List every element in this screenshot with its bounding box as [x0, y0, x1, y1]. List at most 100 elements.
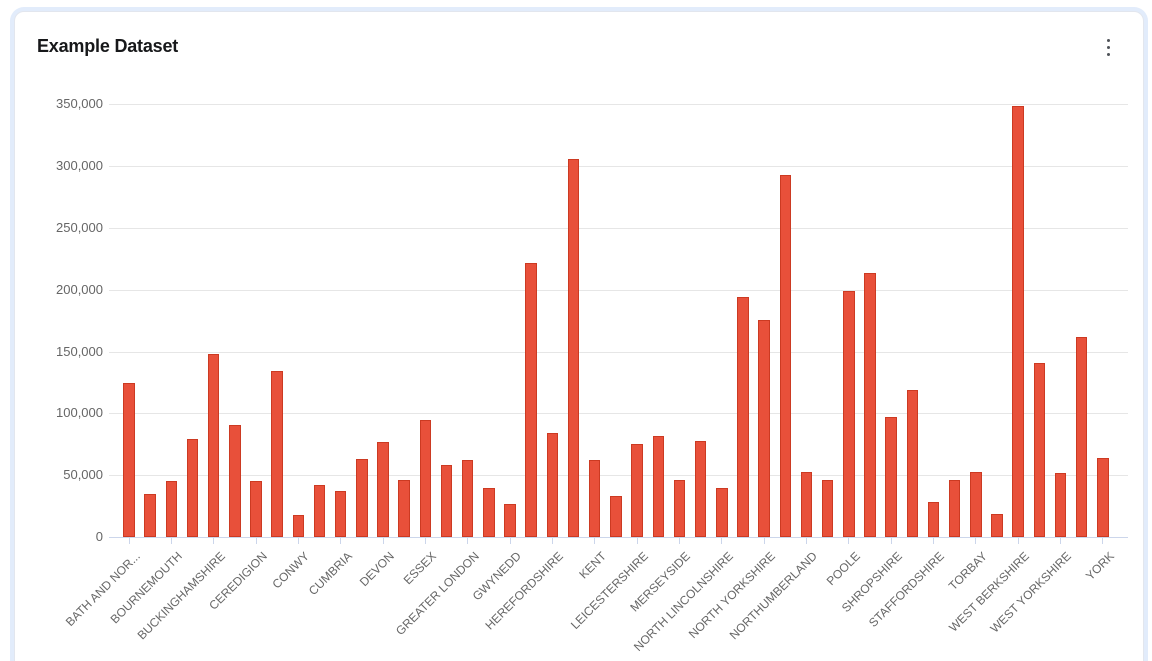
card-header: Example Dataset: [15, 12, 1143, 72]
x-axis-tick: [340, 538, 342, 544]
x-axis-category-label: CUMBRIA: [305, 549, 355, 599]
bar[interactable]: [123, 383, 135, 537]
bar[interactable]: [694, 441, 707, 537]
bar[interactable]: [885, 417, 897, 537]
chart-card: Example Dataset 0 50,000 100,000 150,000 200…: [14, 11, 1144, 661]
x-axis-category-label: WEST BERKSHIRE: [946, 549, 1033, 635]
x-axis-tick: [213, 538, 215, 544]
kebab-menu-icon[interactable]: [1097, 34, 1119, 60]
bar[interactable]: [610, 496, 622, 537]
bar[interactable]: [948, 480, 961, 537]
bar[interactable]: [440, 465, 453, 537]
y-axis-tick-label: 100,000: [56, 405, 103, 421]
bar[interactable]: [144, 494, 156, 537]
x-axis-tick: [1102, 538, 1104, 544]
x-axis-tick: [678, 538, 680, 544]
gridline: [109, 228, 1128, 230]
kebab-dot: [1106, 45, 1110, 49]
bar[interactable]: [737, 297, 749, 537]
x-axis-tick: [932, 538, 934, 544]
x-axis-tick: [509, 538, 511, 544]
bar[interactable]: [419, 420, 432, 537]
bar[interactable]: [779, 175, 792, 537]
x-axis-category-label: GREATER LONDON: [392, 549, 482, 638]
bar[interactable]: [186, 439, 199, 537]
x-axis-tick: [1017, 538, 1019, 544]
bar[interactable]: [398, 480, 410, 537]
bar[interactable]: [864, 273, 876, 537]
y-axis-tick-label: 250,000: [56, 220, 103, 236]
x-axis-tick: [594, 538, 596, 544]
y-axis-tick-label: 300,000: [56, 158, 103, 174]
x-axis-tick: [128, 538, 130, 544]
bar[interactable]: [927, 502, 940, 537]
x-axis-tick: [636, 538, 638, 544]
x-axis-tick: [805, 538, 807, 544]
y-axis-tick-label: 200,000: [56, 281, 103, 297]
x-axis-tick: [890, 538, 892, 544]
bar[interactable]: [546, 433, 559, 537]
bar[interactable]: [461, 460, 474, 537]
bar[interactable]: [1075, 337, 1088, 537]
gridline: [109, 104, 1128, 106]
bar[interactable]: [165, 481, 178, 537]
bar[interactable]: [1097, 458, 1109, 537]
bar[interactable]: [821, 480, 834, 537]
x-axis-category-label: ESSEX: [401, 549, 440, 588]
bar[interactable]: [377, 442, 389, 537]
x-axis-category-label: KENT: [576, 549, 609, 582]
x-axis-category-label: DEVON: [356, 549, 397, 590]
bar[interactable]: [356, 459, 368, 537]
bar[interactable]: [229, 425, 241, 537]
bar[interactable]: [292, 515, 305, 537]
x-axis-tick: [551, 538, 553, 544]
kebab-dot: [1106, 38, 1110, 42]
bar[interactable]: [991, 514, 1003, 537]
bar[interactable]: [588, 460, 601, 537]
x-axis-tick: [382, 538, 384, 544]
x-axis-tick: [1059, 538, 1061, 544]
gridline: [109, 351, 1128, 353]
y-axis-tick-label: 350,000: [56, 96, 103, 112]
x-axis-line: [109, 537, 1128, 538]
bar[interactable]: [1012, 106, 1024, 537]
x-axis-category-label: LEICESTERSHIRE: [567, 549, 651, 632]
chart-title: Example Dataset: [37, 36, 179, 56]
bar-chart: 0 50,000 100,000 150,000 200,000 250,000 300,0…: [15, 12, 1143, 661]
x-axis-category-label: WEST YORKSHIRE: [987, 549, 1075, 636]
gridline: [109, 475, 1128, 477]
bar[interactable]: [906, 390, 919, 537]
bar[interactable]: [800, 472, 813, 537]
bar[interactable]: [313, 485, 326, 537]
bar[interactable]: [334, 491, 347, 537]
x-axis-category-label: STAFFORDSHIRE: [866, 549, 948, 630]
bar[interactable]: [843, 291, 855, 537]
x-axis-tick: [170, 538, 172, 544]
x-axis-tick: [424, 538, 426, 544]
bar[interactable]: [673, 480, 686, 537]
y-axis-tick-label: 50,000: [63, 467, 103, 483]
bar[interactable]: [567, 159, 580, 537]
x-axis-category-label: CONWY: [269, 549, 313, 592]
x-axis-category-label: HEREFORDSHIRE: [482, 549, 567, 633]
bar[interactable]: [970, 472, 982, 537]
x-axis-category-label: BATH AND NOR...: [62, 549, 143, 629]
x-axis-tick: [255, 538, 257, 544]
y-axis-tick-label: 0: [95, 529, 103, 544]
gridline: [109, 413, 1128, 415]
x-axis-tick: [297, 538, 299, 544]
bar[interactable]: [1033, 363, 1046, 537]
bar[interactable]: [631, 444, 643, 537]
bar[interactable]: [504, 504, 516, 537]
bar[interactable]: [525, 263, 537, 537]
x-axis-category-label: YORK: [1082, 549, 1117, 583]
bar[interactable]: [758, 320, 770, 537]
bar[interactable]: [1054, 473, 1067, 537]
bar[interactable]: [652, 436, 664, 537]
bar[interactable]: [207, 354, 220, 537]
bar[interactable]: [250, 481, 262, 537]
bar[interactable]: [271, 371, 283, 537]
bar[interactable]: [716, 488, 728, 537]
bar[interactable]: [483, 488, 495, 537]
x-axis-tick: [975, 538, 977, 544]
